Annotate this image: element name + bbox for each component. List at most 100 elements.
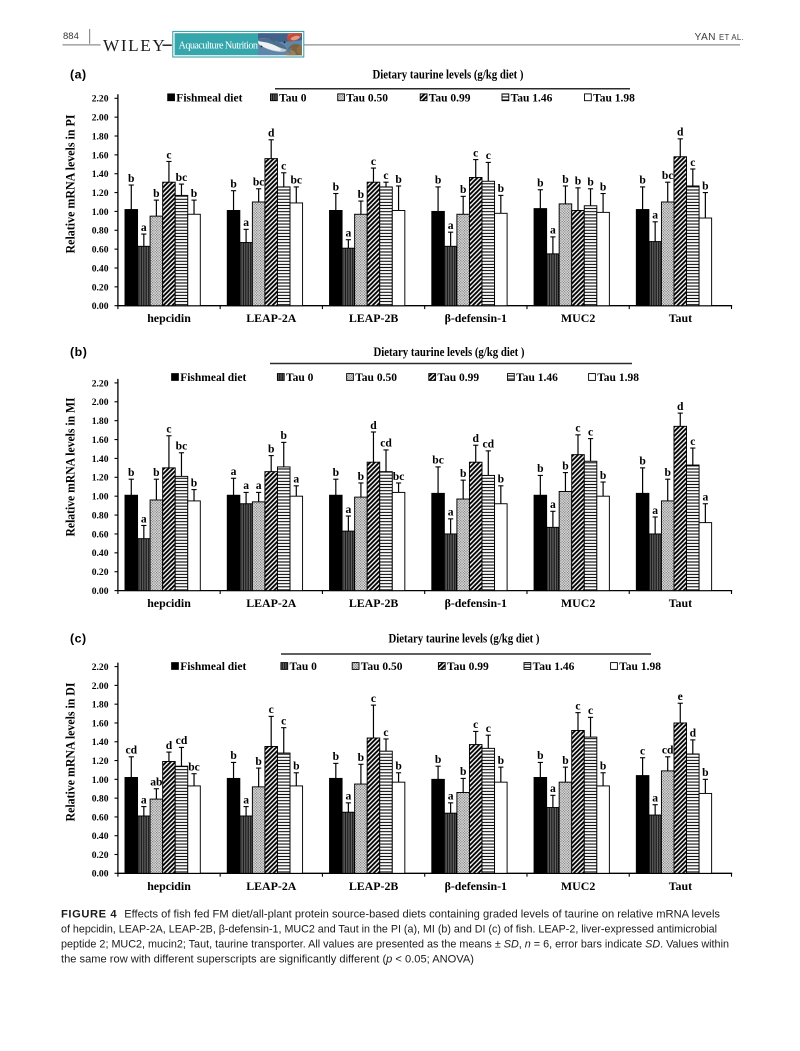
svg-text:2.20: 2.20	[92, 378, 109, 389]
svg-text:1.20: 1.20	[92, 473, 109, 484]
svg-text:LEAP-2A: LEAP-2A	[246, 596, 297, 610]
svg-text:0.40: 0.40	[92, 263, 109, 274]
svg-text:0.60: 0.60	[92, 529, 109, 540]
svg-text:bc: bc	[176, 440, 188, 453]
svg-text:1.00: 1.00	[92, 207, 109, 218]
svg-text:0.40: 0.40	[92, 831, 109, 842]
svg-text:the same row with different su: the same row with different superscripts…	[61, 954, 474, 966]
svg-text:b: b	[281, 429, 287, 442]
svg-text:0.20: 0.20	[92, 567, 109, 578]
svg-text:a: a	[448, 790, 454, 803]
svg-text:bc: bc	[253, 176, 265, 189]
svg-text:β-defensin-1: β-defensin-1	[445, 879, 507, 893]
svg-text:1.40: 1.40	[92, 737, 109, 748]
svg-text:c: c	[383, 169, 388, 182]
svg-text:d: d	[677, 126, 684, 139]
svg-text:c: c	[588, 425, 593, 438]
svg-text:a: a	[243, 479, 249, 492]
svg-text:Tau 0.99: Tau 0.99	[447, 661, 489, 673]
svg-text:a: a	[448, 219, 454, 232]
svg-text:b: b	[575, 175, 581, 188]
svg-text:b: b	[333, 750, 339, 763]
svg-text:0.00: 0.00	[92, 301, 109, 312]
svg-text:Tau 0.50: Tau 0.50	[355, 372, 397, 384]
svg-text:b: b	[358, 188, 364, 201]
svg-text:d: d	[268, 127, 275, 140]
svg-text:b: b	[498, 473, 504, 486]
svg-text:Fishmeal diet: Fishmeal diet	[180, 372, 246, 384]
svg-text:b: b	[293, 760, 299, 773]
svg-text:Tau 0: Tau 0	[279, 92, 307, 104]
svg-text:b: b	[562, 754, 568, 767]
svg-text:a: a	[345, 503, 351, 516]
svg-text:cd: cd	[125, 744, 137, 757]
svg-text:c: c	[486, 722, 491, 735]
svg-text:b: b	[460, 183, 466, 196]
svg-text:1.00: 1.00	[92, 492, 109, 503]
svg-text:hepcidin: hepcidin	[147, 596, 191, 610]
svg-text:b: b	[435, 753, 441, 766]
svg-text:Tau 0.99: Tau 0.99	[429, 92, 471, 104]
svg-text:MUC2: MUC2	[561, 311, 595, 325]
svg-text:0.00: 0.00	[92, 586, 109, 597]
svg-text:1.20: 1.20	[92, 188, 109, 199]
svg-text:Dietary taurine levels (g/kg d: Dietary taurine levels (g/kg diet )	[373, 68, 524, 82]
svg-text:Fishmeal diet: Fishmeal diet	[176, 92, 242, 104]
svg-text:2.20: 2.20	[92, 662, 109, 673]
svg-text:a: a	[256, 479, 262, 492]
svg-text:c: c	[690, 156, 695, 169]
svg-text:b: b	[498, 182, 504, 195]
svg-text:WILEY: WILEY	[103, 36, 166, 55]
svg-text:b: b	[333, 180, 339, 193]
svg-text:0.60: 0.60	[92, 245, 109, 256]
svg-text:a: a	[293, 473, 299, 486]
svg-text:c: c	[383, 726, 388, 739]
svg-text:d: d	[370, 419, 377, 432]
svg-text:LEAP-2B: LEAP-2B	[349, 879, 399, 893]
svg-text:2.00: 2.00	[92, 397, 109, 408]
svg-text:b: b	[600, 180, 606, 193]
svg-text:a: a	[345, 227, 351, 240]
svg-text:Fishmeal diet: Fishmeal diet	[180, 661, 246, 673]
svg-text:b: b	[153, 187, 159, 200]
svg-text:bc: bc	[188, 761, 200, 774]
svg-text:of hepcidin, LEAP-2A, LEAP-2B,: of hepcidin, LEAP-2A, LEAP-2B, β-defensi…	[61, 924, 717, 936]
svg-text:b: b	[395, 173, 401, 186]
svg-text:a: a	[141, 512, 147, 525]
svg-text:a: a	[141, 221, 147, 234]
svg-text:Tau 1.46: Tau 1.46	[516, 372, 558, 384]
svg-text:b: b	[358, 751, 364, 764]
svg-text:a: a	[652, 792, 658, 805]
svg-text:e: e	[678, 690, 683, 703]
svg-text:β-defensin-1: β-defensin-1	[445, 311, 507, 325]
svg-text:b: b	[702, 179, 708, 192]
svg-text:1.80: 1.80	[92, 700, 109, 711]
svg-text:a: a	[550, 498, 556, 511]
svg-text:b: b	[587, 176, 593, 189]
svg-text:0.20: 0.20	[92, 282, 109, 293]
svg-text:c: c	[166, 148, 171, 161]
svg-text:a: a	[243, 216, 249, 229]
svg-text:1.40: 1.40	[92, 169, 109, 180]
svg-text:Tau 0.99: Tau 0.99	[437, 372, 479, 384]
svg-text:b: b	[537, 462, 543, 475]
svg-text:a: a	[231, 465, 237, 478]
svg-text:b: b	[600, 469, 606, 482]
svg-text:c: c	[473, 718, 478, 731]
svg-text:LEAP-2A: LEAP-2A	[246, 879, 297, 893]
svg-text:d: d	[166, 739, 173, 752]
svg-text:b: b	[460, 765, 466, 778]
svg-text:β-defensin-1: β-defensin-1	[445, 596, 507, 610]
svg-text:b: b	[639, 174, 645, 187]
svg-text:b: b	[191, 476, 197, 489]
svg-text:Tau 0.50: Tau 0.50	[346, 92, 388, 104]
svg-text:a: a	[550, 782, 556, 795]
svg-text:c: c	[371, 155, 376, 168]
svg-text:Taut: Taut	[669, 879, 692, 893]
svg-text:2.00: 2.00	[92, 681, 109, 692]
svg-text:bc: bc	[662, 169, 674, 182]
svg-text:1.20: 1.20	[92, 756, 109, 767]
svg-text:b: b	[333, 466, 339, 479]
svg-text:Aquaculture Nutrition: Aquaculture Nutrition	[179, 41, 259, 52]
svg-text:2.20: 2.20	[92, 94, 109, 105]
